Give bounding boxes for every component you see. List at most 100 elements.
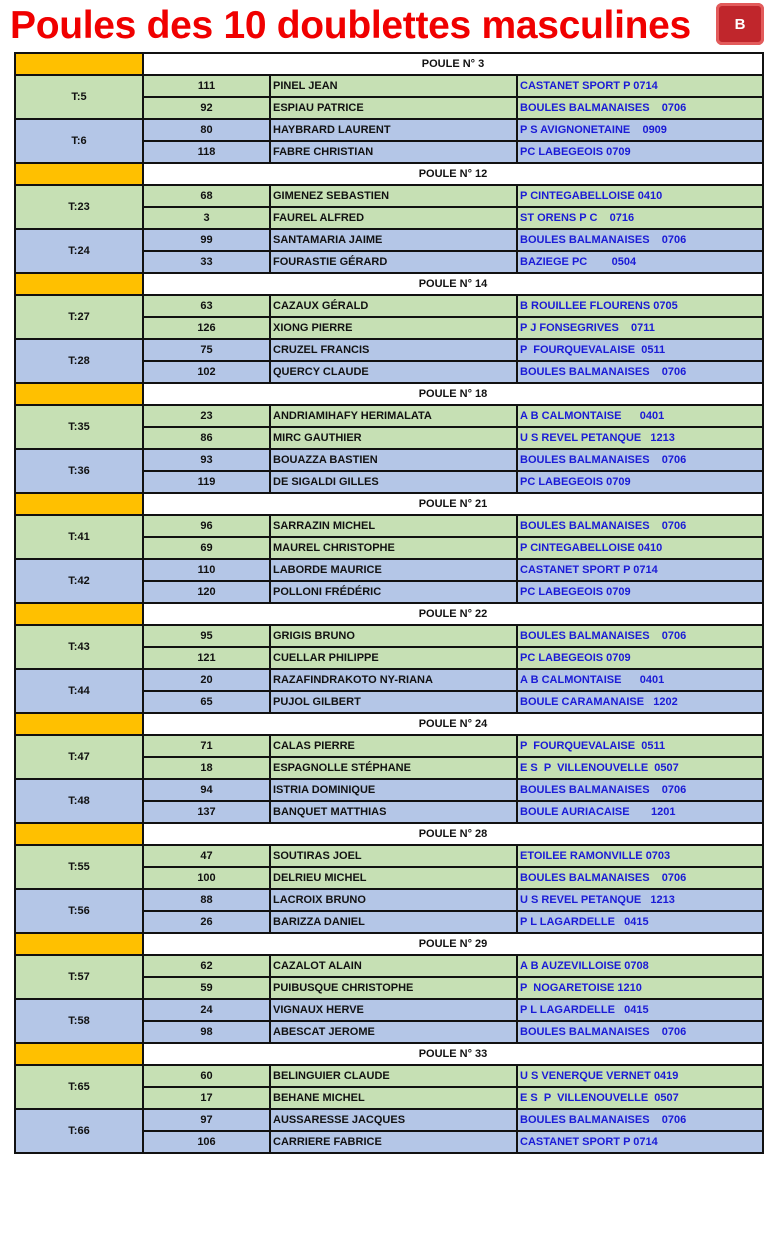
poule-header-row: POULE N° 24: [14, 712, 765, 736]
player-number: 18: [142, 756, 271, 780]
poule-marker: [14, 492, 144, 516]
player-number: 111: [142, 74, 271, 98]
player-number: 120: [142, 580, 271, 604]
player-number: 102: [142, 360, 271, 384]
player-club: BOULE AURIACAISE 1201: [515, 800, 765, 824]
player-name: ISTRIA DOMINIQUE: [269, 778, 518, 802]
team-label: T:27: [14, 294, 144, 340]
player-club: ETOILEE RAMONVILLE 0703: [515, 844, 765, 868]
player-row: 26 BARIZZA DANIEL P L LAGARDELLE 0415: [15, 910, 765, 934]
player-name: QUERCY CLAUDE: [269, 360, 518, 384]
player-club: P S AVIGNONETAINE 0909: [515, 118, 765, 142]
player-club: U S REVEL PETANQUE 1213: [515, 888, 765, 912]
poule-header-row: POULE N° 12: [14, 162, 765, 186]
player-club: BOULES BALMANAISES 0706: [515, 448, 765, 472]
player-club: P L LAGARDELLE 0415: [515, 910, 765, 934]
team-label: T:41: [14, 514, 144, 560]
player-name: LACROIX BRUNO: [269, 888, 518, 912]
player-row: T:55 47 SOUTIRAS JOEL ETOILEE RAMONVILLE …: [14, 844, 765, 890]
player-name: MAUREL CHRISTOPHE: [269, 536, 518, 560]
player-name: GIMENEZ SEBASTIEN: [269, 184, 518, 208]
player-club: BOULES BALMANAISES 0706: [515, 1020, 765, 1044]
poule-title: POULE N° 33: [141, 1042, 765, 1066]
player-name: CARRIERE FABRICE: [269, 1130, 518, 1154]
player-name: FOURASTIE GÉRARD: [269, 250, 518, 274]
player-name: SANTAMARIA JAIME: [269, 228, 518, 252]
team-label: T:42: [14, 558, 144, 604]
player-row: 118 FABRE CHRISTIAN PC LABEGEOIS 0709: [15, 140, 765, 164]
player-name: LABORDE MAURICE: [269, 558, 518, 582]
team-label: T:5: [14, 74, 144, 120]
poule-title: POULE N° 3: [141, 52, 765, 76]
player-row: 121 CUELLAR PHILIPPE PC LABEGEOIS 0709: [15, 646, 765, 670]
poule-title: POULE N° 14: [141, 272, 765, 296]
team-label: T:47: [14, 734, 144, 780]
player-club: BOULES BALMANAISES 0706: [515, 360, 765, 384]
team-label: T:48: [14, 778, 144, 824]
player-number: 59: [142, 976, 271, 1000]
poule-header-row: POULE N° 14: [14, 272, 765, 296]
player-club: BOULES BALMANAISES 0706: [515, 228, 765, 252]
player-row: 33 FOURASTIE GÉRARD BAZIEGE PC 0504: [15, 250, 765, 274]
player-row: T:27 63 CAZAUX GÉRALD B ROUILLEE FLOURENS…: [14, 294, 765, 340]
player-name: HAYBRARD LAURENT: [269, 118, 518, 142]
player-club: BOULE CARAMANAISE 1202: [515, 690, 765, 714]
player-number: 69: [142, 536, 271, 560]
player-name: FAUREL ALFRED: [269, 206, 518, 230]
player-number: 24: [142, 998, 271, 1022]
player-row: 59 PUIBUSQUE CHRISTOPHE P NOGARETOISE 12…: [15, 976, 765, 1000]
player-number: 68: [142, 184, 271, 208]
player-number: 20: [142, 668, 271, 692]
player-name: GRIGIS BRUNO: [269, 624, 518, 648]
player-row: T:65 60 BELINGUIER CLAUDE U S VENERQUE VE…: [14, 1064, 765, 1110]
player-row: 17 BEHANE MICHEL E S P VILLENOUVELLE 050…: [15, 1086, 765, 1110]
player-club: P NOGARETOISE 1210: [515, 976, 765, 1000]
poule-title: POULE N° 28: [141, 822, 765, 846]
player-number: 106: [142, 1130, 271, 1154]
team-label: T:44: [14, 668, 144, 714]
poule-marker: [14, 602, 144, 626]
player-number: 62: [142, 954, 271, 978]
player-number: 88: [142, 888, 271, 912]
player-club: BOULES BALMANAISES 0706: [515, 96, 765, 120]
player-row: T:43 95 GRIGIS BRUNO BOULES BALMANAISES 0…: [14, 624, 765, 670]
poule-title: POULE N° 22: [141, 602, 765, 626]
player-number: 119: [142, 470, 271, 494]
player-name: XIONG PIERRE: [269, 316, 518, 340]
poules-table: POULE N° 3 T:5 111 PINEL JEAN CASTANET SPO…: [14, 52, 765, 1154]
poule-marker: [14, 822, 144, 846]
player-row: T:41 96 SARRAZIN MICHEL BOULES BALMANAISE…: [14, 514, 765, 560]
player-club: ST ORENS P C 0716: [515, 206, 765, 230]
poule-marker: [14, 1042, 144, 1066]
player-number: 126: [142, 316, 271, 340]
player-club: PC LABEGEOIS 0709: [515, 580, 765, 604]
team-label: T:56: [14, 888, 144, 934]
player-row: T:57 62 CAZALOT ALAIN A B AUZEVILLOISE 07…: [14, 954, 765, 1000]
player-row: T:48 94 ISTRIA DOMINIQUE BOULES BALMANAIS…: [14, 778, 765, 824]
player-row: T:42 110 LABORDE MAURICE CASTANET SPORT P…: [14, 558, 765, 604]
player-number: 47: [142, 844, 271, 868]
player-club: BOULES BALMANAISES 0706: [515, 514, 765, 538]
player-name: SOUTIRAS JOEL: [269, 844, 518, 868]
player-row: T:56 88 LACROIX BRUNO U S REVEL PETANQUE …: [14, 888, 765, 934]
player-club: A B AUZEVILLOISE 0708: [515, 954, 765, 978]
player-row: 3 FAUREL ALFRED ST ORENS P C 0716: [15, 206, 765, 230]
player-number: 99: [142, 228, 271, 252]
player-row: T:6 80 HAYBRARD LAURENT P S AVIGNONETAINE…: [14, 118, 765, 164]
player-name: MIRC GAUTHIER: [269, 426, 518, 450]
player-club: P FOURQUEVALAISE 0511: [515, 338, 765, 362]
player-name: PUJOL GILBERT: [269, 690, 518, 714]
player-row: T:28 75 CRUZEL FRANCIS P FOURQUEVALAISE 0…: [14, 338, 765, 384]
poule-title: POULE N° 18: [141, 382, 765, 406]
player-number: 94: [142, 778, 271, 802]
player-club: B ROUILLEE FLOURENS 0705: [515, 294, 765, 318]
player-club: A B CALMONTAISE 0401: [515, 668, 765, 692]
player-number: 71: [142, 734, 271, 758]
team-label: T:57: [14, 954, 144, 1000]
poule-title: POULE N° 29: [141, 932, 765, 956]
player-name: CRUZEL FRANCIS: [269, 338, 518, 362]
player-name: DE SIGALDI GILLES: [269, 470, 518, 494]
poule-title: POULE N° 12: [141, 162, 765, 186]
player-row: T:24 99 SANTAMARIA JAIME BOULES BALMANAIS…: [14, 228, 765, 274]
player-name: ANDRIAMIHAFY HERIMALATA: [269, 404, 518, 428]
